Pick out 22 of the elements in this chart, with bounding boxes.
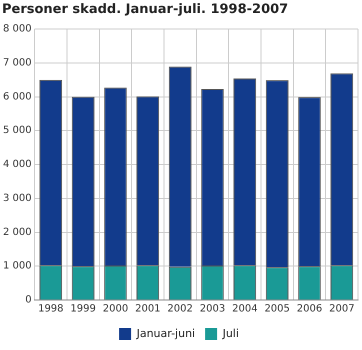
chart-title: Personer skadd. Januar-juli. 1998-2007 — [2, 2, 288, 17]
y-tick-label: 6 000 — [2, 91, 32, 102]
y-tick-label: 3 000 — [2, 192, 32, 204]
x-tick-label: 2004 — [232, 304, 258, 315]
y-tick-label: 5 000 — [2, 125, 32, 136]
y-tick-label: 4 000 — [2, 159, 32, 170]
x-tick-label: 2001 — [135, 304, 161, 315]
x-tick-label: 1999 — [70, 304, 96, 315]
x-tick-label: 2000 — [102, 304, 128, 315]
y-tick-label: 1 000 — [2, 260, 32, 272]
legend-label: Januar-juni — [136, 326, 196, 340]
x-tick-label: 2007 — [329, 304, 355, 315]
x-tick-label: 2006 — [296, 304, 322, 315]
x-tick-label: 2005 — [264, 304, 290, 315]
x-tick-label: 2003 — [200, 304, 226, 315]
y-tick-label: 8 000 — [2, 24, 32, 35]
x-tick-label: 2002 — [167, 304, 193, 315]
y-tick-label: 2 000 — [2, 226, 32, 238]
y-tick-label: 7 000 — [2, 57, 32, 68]
legend-label: Juli — [222, 326, 239, 340]
x-tick-label: 1998 — [38, 304, 64, 315]
y-tick-label: 0 — [25, 294, 32, 306]
